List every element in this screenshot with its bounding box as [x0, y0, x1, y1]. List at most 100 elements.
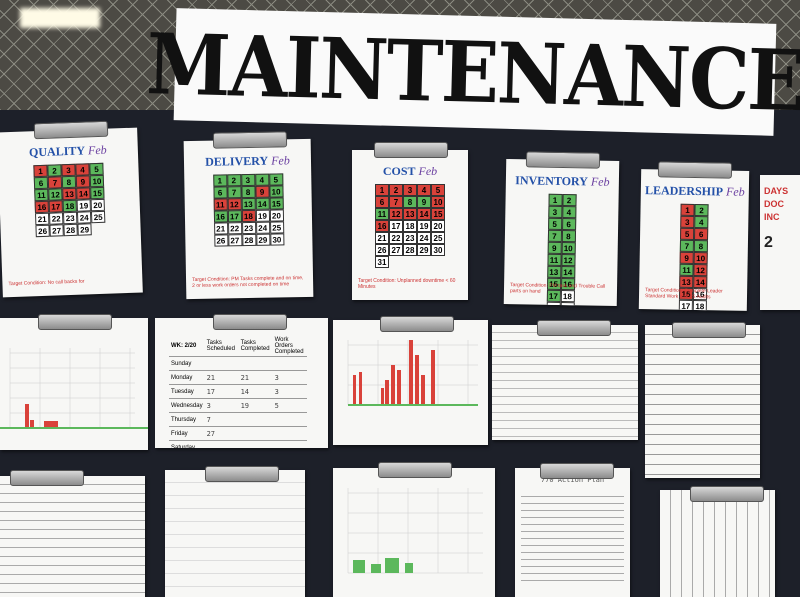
day-cell: 13 [241, 197, 256, 211]
sheet-chart [0, 348, 148, 429]
cell-value: 3 [272, 384, 307, 399]
day-cell: 20 [269, 209, 284, 222]
cell-value: 3 [272, 370, 307, 385]
clip [374, 142, 448, 158]
log-sheet [492, 325, 638, 440]
chart-sheet [0, 318, 148, 450]
cell-value: 14 [238, 384, 273, 399]
kpi-month: Feb [590, 174, 610, 189]
day-cell: 20 [431, 220, 445, 232]
doc-sheet: 770 Action Plan [515, 468, 630, 597]
column-header: Tasks Completed [238, 336, 273, 357]
day-cell: 3 [547, 205, 562, 219]
day-cell: 3 [680, 215, 695, 229]
day-cell: 5 [268, 173, 283, 186]
target-condition: Target Condition: PM Tasks complete and … [192, 275, 304, 289]
clip [540, 463, 614, 479]
kpi-name: COST [382, 164, 416, 178]
day-cell: 2 [389, 184, 403, 196]
kpi-month: Feb [418, 164, 438, 178]
day-cell: 17 [389, 220, 403, 232]
day-cell: 21 [35, 212, 50, 226]
table-row: Monday 21 21 3 [169, 370, 307, 385]
day-cell: 11 [679, 263, 694, 276]
day-cell: 28 [241, 233, 256, 247]
day-cell: 7 [679, 239, 694, 252]
day-cell: 11 [213, 198, 228, 211]
column-header: Work Orders Completed [272, 336, 307, 357]
day-cell: 12 [48, 188, 63, 201]
chart-sheet [333, 320, 488, 445]
day-cell: 6 [33, 176, 49, 190]
day-cell: 5 [89, 162, 104, 176]
day-cell: 10 [89, 174, 105, 188]
clip [38, 314, 112, 330]
day-cell: 17 [678, 299, 693, 311]
day-cell: 27 [389, 244, 403, 256]
side-sign: DAYS DOC INC 2 [760, 175, 800, 310]
cell-value [238, 412, 273, 427]
day-cell: 23 [62, 211, 78, 225]
cell-value: 7 [204, 412, 239, 427]
day-cell: 16 [34, 200, 49, 214]
cell-value: 19 [238, 398, 273, 413]
day-cell: 1 [680, 203, 695, 217]
cell-value: 5 [272, 398, 307, 413]
kpi-sheet: INVENTORYFeb1234567891011121314151617181… [503, 159, 620, 306]
day-cell: 13 [546, 265, 561, 278]
day-name: Sunday [169, 356, 205, 371]
day-cell: 28 [63, 223, 78, 237]
day-cell: 10 [268, 185, 284, 198]
cell-value [238, 356, 273, 371]
day-cell: 9 [75, 175, 91, 188]
table-row: Wednesday 3 19 5 [169, 398, 307, 413]
chart-sheet [333, 468, 495, 597]
day-cell: 10 [431, 196, 445, 208]
day-cell: 16 [213, 210, 228, 223]
sheet-chart [347, 488, 483, 574]
day-cell: 3 [403, 184, 417, 196]
target-condition: Target Condition: Complete Leader Standa… [644, 287, 723, 301]
ceiling-light [20, 8, 100, 28]
clip [212, 131, 287, 149]
day-cell: 29 [417, 244, 431, 256]
day-cell: 13 [679, 275, 694, 288]
day-cell: 4 [417, 184, 431, 196]
day-cell: 2 [561, 194, 577, 207]
day-cell: 18 [62, 199, 77, 213]
day-cell: 1 [547, 193, 563, 207]
header-row: WK: 2/20 Tasks Scheduled Tasks Completed Wo… [169, 336, 307, 357]
sheet-title: INVENTORY Feb [506, 173, 619, 190]
work-table: WK: 2/20 Tasks Scheduled Tasks Completed Wo… [169, 336, 307, 448]
day-cell: 1 [33, 164, 48, 178]
day-cell: 22 [389, 232, 403, 244]
day-cell: 30 [431, 244, 445, 256]
day-cell: 7 [389, 196, 403, 208]
day-cell: 12 [693, 263, 708, 277]
day-cell: 1 [375, 184, 389, 196]
day-cell: 12 [389, 208, 403, 220]
cell-value [204, 440, 239, 448]
day-cell: 28 [403, 244, 417, 256]
day-name: Monday [169, 370, 205, 385]
day-cell: 24 [255, 221, 270, 234]
clip [33, 120, 109, 140]
day-cell: 8 [403, 196, 417, 208]
day-name: Friday [169, 426, 205, 441]
day-cell: 19 [76, 199, 91, 212]
day-cell: 25 [269, 221, 284, 234]
clip [380, 316, 454, 332]
day-cell: 14 [417, 208, 431, 220]
day-cell: 13 [403, 208, 417, 220]
table-row: Friday 27 [169, 426, 307, 441]
day-cell: 9 [254, 185, 270, 198]
day-cell: 18 [692, 299, 707, 311]
day-cell: 10 [693, 251, 708, 265]
day-name: Saturday [169, 440, 205, 448]
day-cell: 8 [61, 175, 77, 189]
day-cell: 8 [240, 185, 256, 199]
sign-line: DOC [764, 199, 784, 209]
cell-value: 21 [238, 370, 273, 385]
